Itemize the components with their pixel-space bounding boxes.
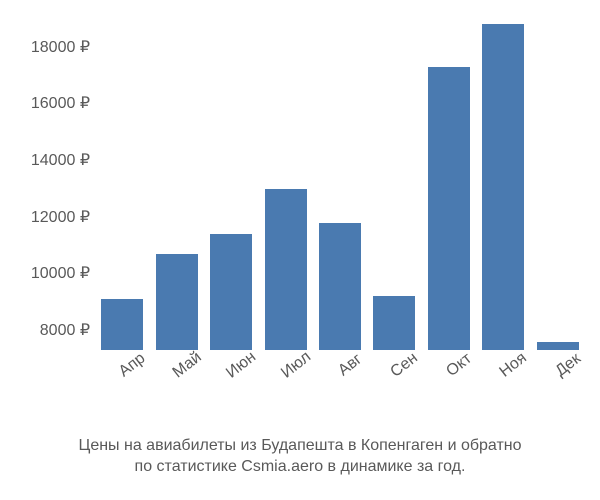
bar [210,234,252,350]
bar [265,189,307,351]
x-tick-label: Дек [541,339,600,412]
x-tick-label: Сен [378,339,448,412]
bar [428,67,470,350]
x-ticks: АпрМайИюнИюлАвгСенОктНояДек [95,352,585,412]
bar [319,223,361,351]
x-tick-label: Окт [432,339,502,412]
y-tick-label: 16000 ₽ [0,93,90,113]
caption-line-1: Цены на авиабилеты из Будапешта в Копенг… [0,435,600,457]
x-tick-label: Авг [323,339,393,412]
x-tick-label: Июл [269,339,339,412]
caption-line-2: по статистике Csmia.aero в динамике за г… [0,456,600,478]
price-chart: 8000 ₽ 10000 ₽ 12000 ₽ 14000 ₽ 16000 ₽ 18000 … [0,0,600,420]
y-tick-label: 10000 ₽ [0,263,90,283]
x-axis: АпрМайИюнИюлАвгСенОктНояДек [95,352,585,412]
y-tick-label: 18000 ₽ [0,37,90,57]
y-tick-label: 14000 ₽ [0,150,90,170]
x-tick-label: Июн [215,339,285,412]
y-axis: 8000 ₽ 10000 ₽ 12000 ₽ 14000 ₽ 16000 ₽ 18000 … [0,10,90,350]
y-tick-label: 8000 ₽ [0,320,90,340]
bar [156,254,198,350]
bar [482,24,524,350]
x-tick-label: Апр [106,339,176,412]
chart-caption: Цены на авиабилеты из Будапешта в Копенг… [0,435,600,478]
bars-container [95,10,585,350]
y-tick-label: 12000 ₽ [0,207,90,227]
x-tick-label: Май [160,339,230,412]
plot-area [95,10,585,350]
x-tick-label: Ноя [487,339,557,412]
